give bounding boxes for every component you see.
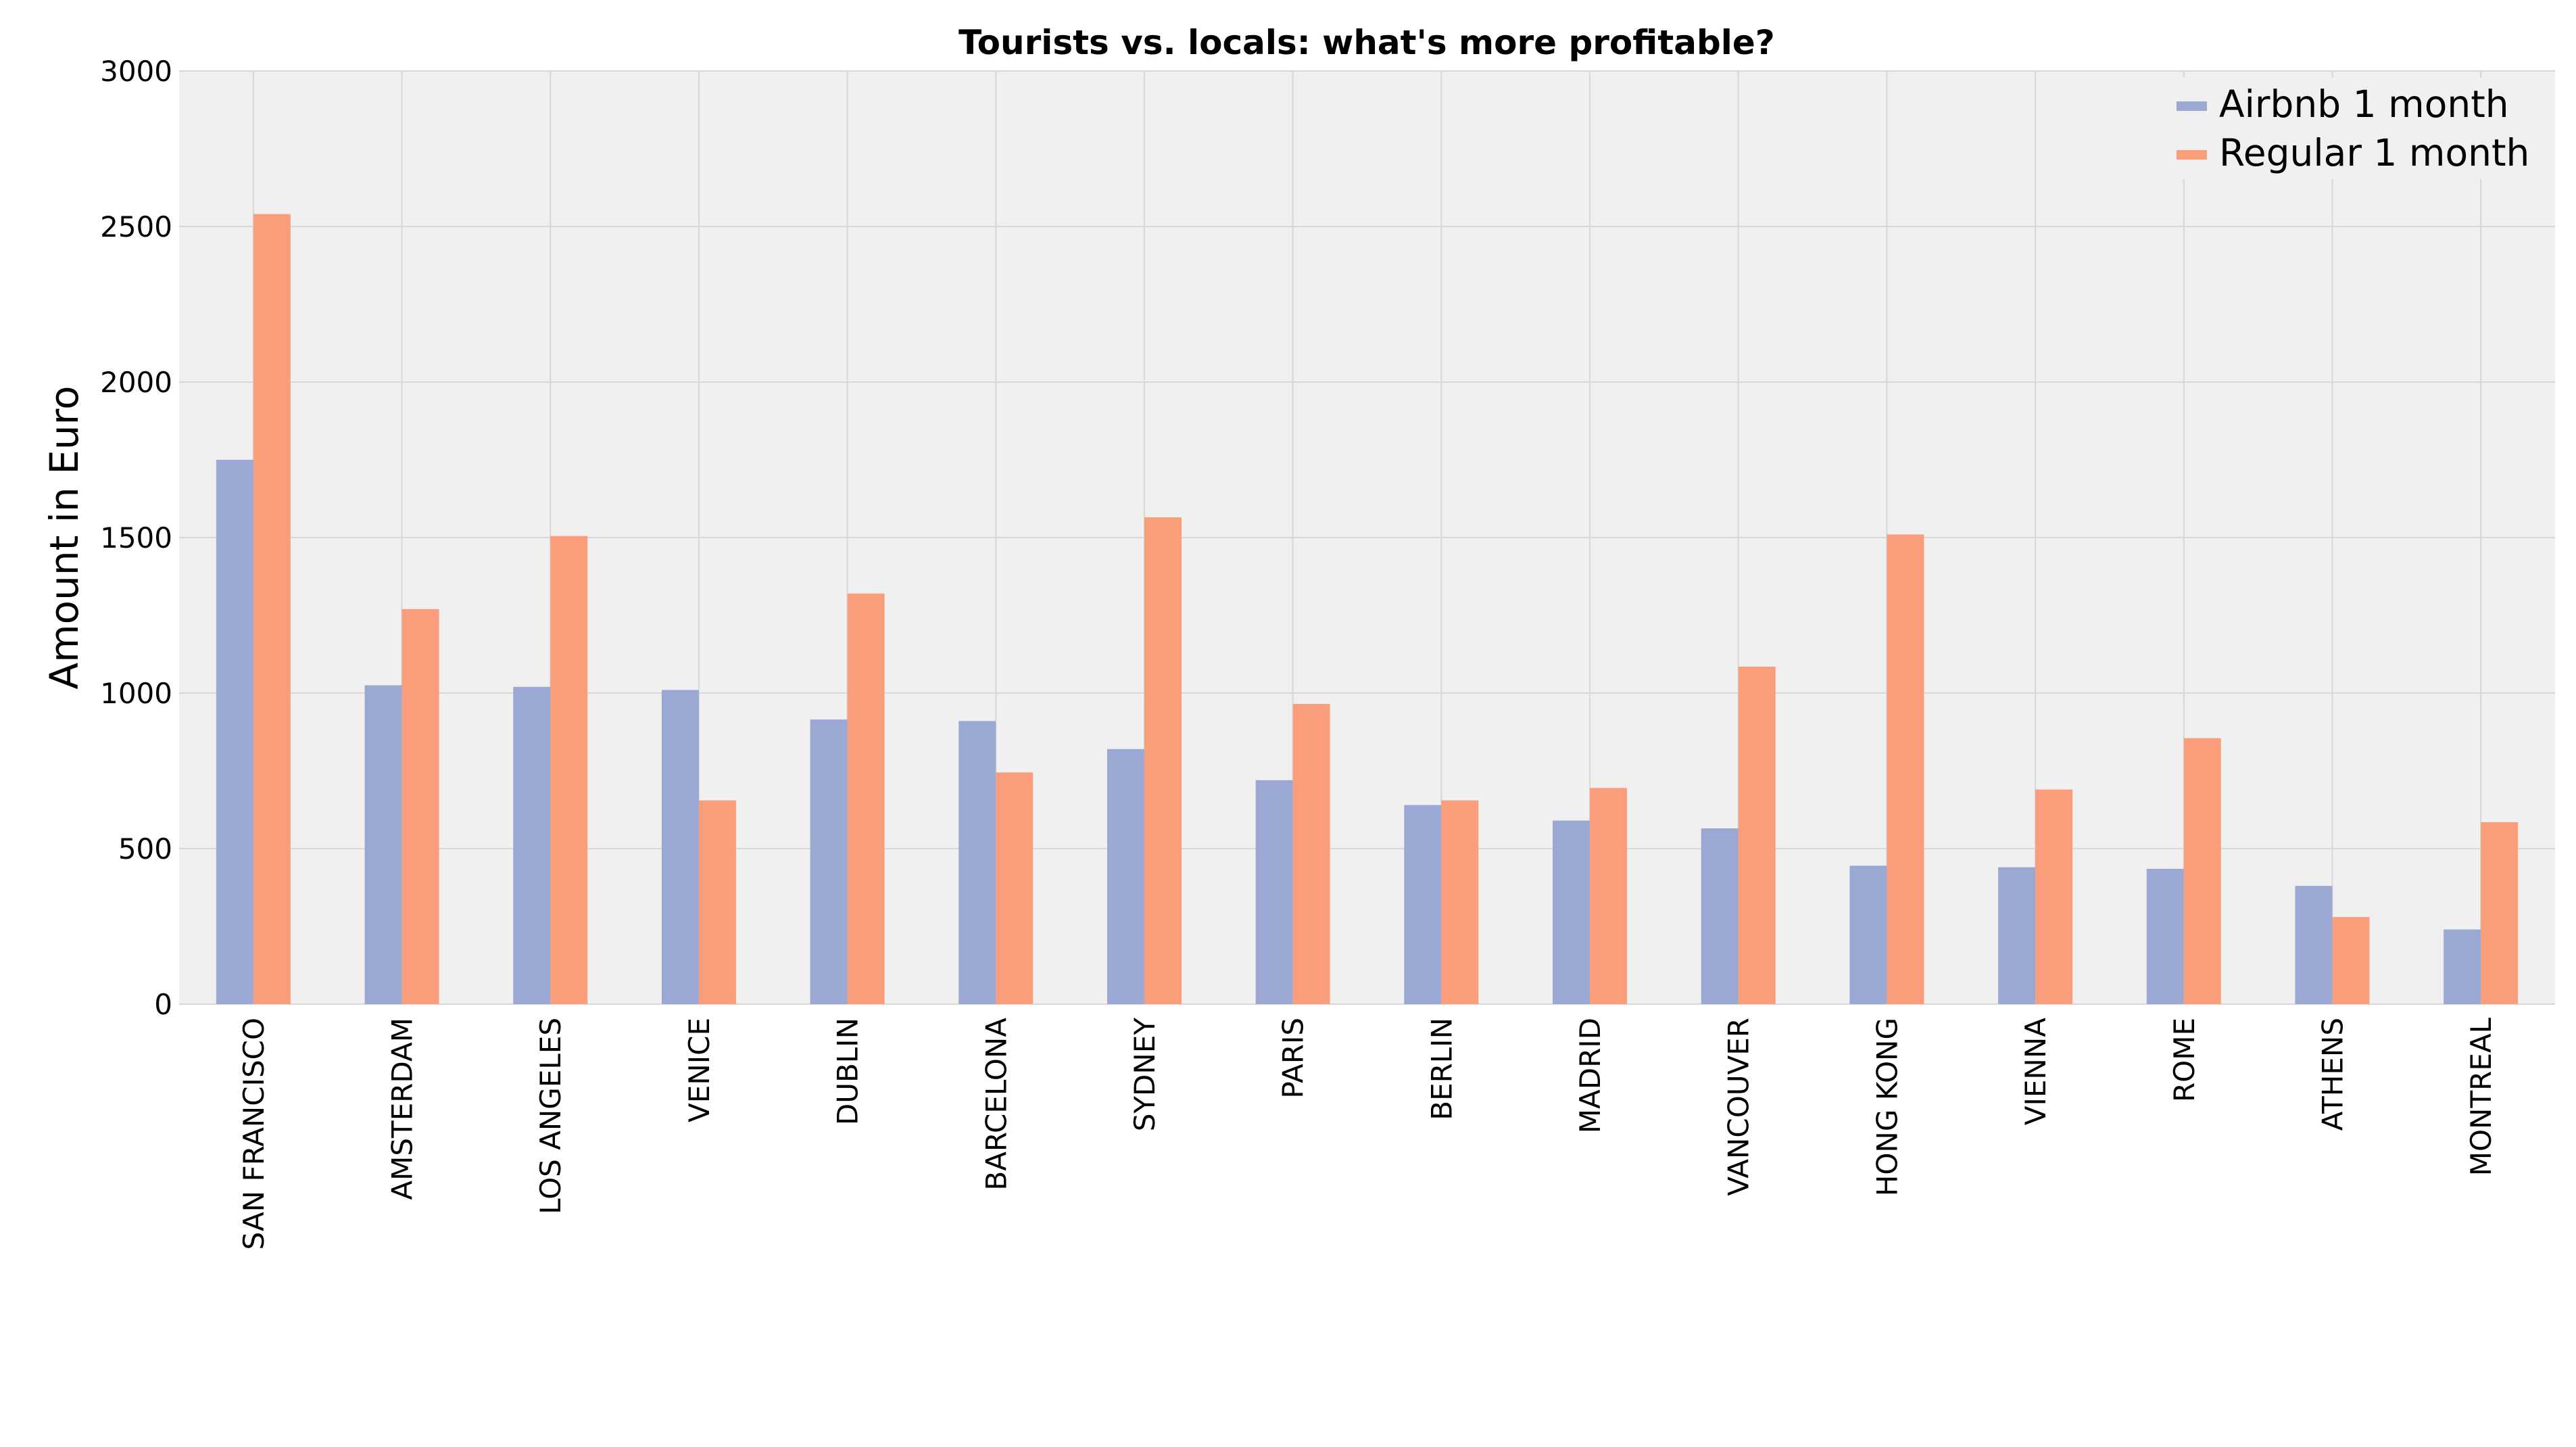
- x-tick-label: VENICE: [683, 1018, 716, 1122]
- bar-regular-vancouver: [1738, 666, 1776, 1004]
- bar-airbnb-hong-kong: [1849, 865, 1887, 1004]
- y-tick-labels: 0 500 1000 1500 2000 2500 3000: [100, 55, 172, 1021]
- bar-regular-amsterdam: [402, 609, 439, 1004]
- x-tick-label: MONTREAL: [2464, 1017, 2498, 1176]
- bar-airbnb-rome: [2146, 868, 2184, 1004]
- bar-regular-venice: [698, 800, 736, 1004]
- bar-airbnb-montreal: [2444, 929, 2481, 1004]
- bar-airbnb-los-angeles: [513, 686, 551, 1004]
- bar-airbnb-vienna: [1998, 867, 2036, 1004]
- bar-airbnb-amsterdam: [364, 685, 402, 1004]
- x-tick-labels: SAN FRANCISCO AMSTERDAM LOS ANGELES VENICE D…: [237, 1017, 2498, 1250]
- chart-title: Tourists vs. locals: what's more profita…: [958, 23, 1775, 62]
- bar-regular-paris: [1292, 704, 1330, 1004]
- bar-regular-dublin: [847, 593, 885, 1004]
- legend-label: Regular 1 month: [2219, 131, 2529, 174]
- x-tick-label: MADRID: [1574, 1018, 1607, 1133]
- y-axis-label: Amount in Euro: [41, 385, 87, 689]
- y-tick-label: 2500: [100, 210, 172, 243]
- x-tick-label: PARIS: [1277, 1018, 1310, 1099]
- x-tick-label: ROME: [2168, 1018, 2201, 1102]
- bar-airbnb-vancouver: [1701, 828, 1739, 1004]
- y-tick-label: 3000: [100, 55, 172, 88]
- bar-regular-madrid: [1590, 788, 1628, 1004]
- bar-airbnb-paris: [1255, 780, 1293, 1004]
- x-tick-label: AMSTERDAM: [386, 1018, 419, 1200]
- bar-airbnb-athens: [2295, 886, 2333, 1004]
- bar-regular-sydney: [1144, 517, 1182, 1004]
- x-tick-label: SYDNEY: [1128, 1018, 1161, 1132]
- bar-regular-vienna: [2035, 789, 2073, 1004]
- legend-swatch: [2177, 101, 2207, 111]
- y-tick-label: 500: [118, 832, 172, 865]
- y-tick-label: 0: [154, 988, 172, 1021]
- x-tick-label: VANCOUVER: [1722, 1018, 1755, 1196]
- legend-swatch: [2177, 150, 2207, 160]
- bar-airbnb-barcelona: [958, 721, 996, 1004]
- x-tick-label: HONG KONG: [1870, 1018, 1903, 1196]
- legend-background: [2160, 78, 2545, 179]
- x-tick-label: ATHENS: [2316, 1018, 2349, 1131]
- bar-regular-athens: [2332, 917, 2370, 1004]
- legend-label: Airbnb 1 month: [2219, 82, 2509, 126]
- bar-regular-los-angeles: [550, 536, 588, 1004]
- legend: Airbnb 1 month Regular 1 month: [2160, 78, 2545, 179]
- bar-airbnb-sydney: [1107, 749, 1144, 1004]
- bars: [216, 214, 2519, 1005]
- bar-regular-montreal: [2481, 822, 2519, 1004]
- x-tick-label: DUBLIN: [831, 1018, 865, 1125]
- bar-airbnb-madrid: [1553, 820, 1590, 1004]
- y-tick-label: 1500: [100, 521, 172, 554]
- x-tick-label: BERLIN: [1425, 1018, 1458, 1120]
- bar-airbnb-san-francisco: [216, 460, 253, 1004]
- bar-regular-rome: [2183, 738, 2221, 1004]
- bar-regular-barcelona: [996, 772, 1034, 1004]
- x-tick-label: BARCELONA: [979, 1018, 1013, 1191]
- bar-airbnb-dublin: [810, 719, 848, 1004]
- bar-regular-hong-kong: [1887, 534, 1924, 1004]
- x-tick-label: VIENNA: [2019, 1018, 2052, 1125]
- bar-airbnb-venice: [661, 690, 699, 1004]
- bar-airbnb-berlin: [1404, 805, 1442, 1004]
- y-tick-label: 2000: [100, 366, 172, 399]
- bar-regular-berlin: [1441, 800, 1479, 1004]
- x-tick-label: LOS ANGELES: [534, 1018, 567, 1214]
- x-tick-label: SAN FRANCISCO: [237, 1018, 270, 1250]
- y-tick-label: 1000: [100, 677, 172, 710]
- bar-regular-san-francisco: [253, 214, 291, 1005]
